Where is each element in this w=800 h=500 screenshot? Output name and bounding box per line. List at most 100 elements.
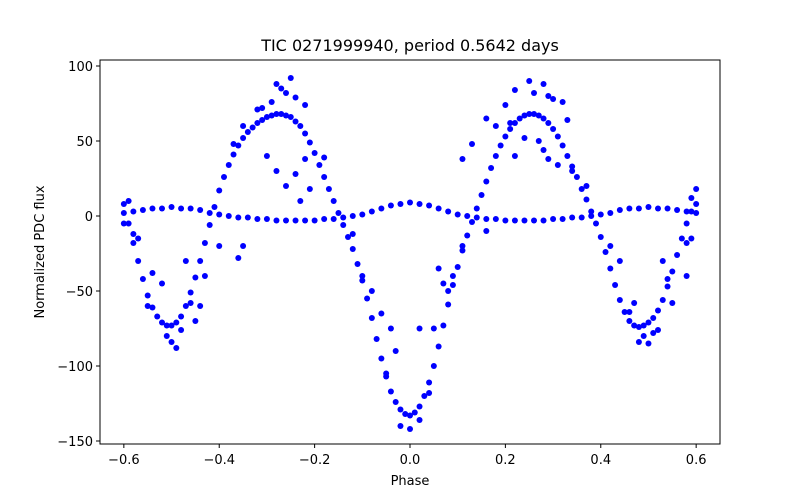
y-tick-label: 100 (68, 60, 93, 75)
data-point (550, 126, 557, 132)
x-tick-label: −0.2 (299, 453, 331, 468)
data-point (492, 123, 499, 129)
data-point (588, 208, 595, 215)
data-point (416, 201, 423, 207)
data-point (540, 115, 547, 122)
data-point (292, 94, 299, 101)
data-point (168, 204, 175, 210)
data-point (540, 147, 547, 153)
data-point (469, 219, 475, 225)
data-point (693, 201, 700, 207)
data-point (359, 273, 366, 279)
data-point (292, 217, 299, 224)
data-point (607, 265, 614, 272)
data-point (569, 168, 576, 174)
data-point (511, 217, 518, 224)
data-point (120, 220, 127, 227)
data-point (168, 322, 175, 329)
data-point (440, 280, 447, 287)
data-point (650, 315, 657, 321)
data-point (445, 301, 452, 308)
y-tick-label: −150 (57, 435, 93, 450)
data-point (392, 399, 399, 405)
data-point (273, 168, 280, 174)
data-point (645, 204, 652, 210)
data-point (235, 142, 242, 149)
x-axis-label: Phase (391, 474, 430, 489)
x-tick-label: 0.6 (686, 453, 707, 468)
data-point (154, 313, 161, 320)
data-point (521, 217, 528, 224)
data-point (521, 135, 528, 141)
data-point (688, 195, 695, 201)
data-point (683, 208, 690, 215)
data-point (192, 274, 199, 281)
data-point (550, 216, 557, 222)
data-point (206, 222, 213, 228)
data-point (407, 412, 413, 419)
data-point (449, 273, 456, 279)
data-point (330, 216, 337, 222)
data-point (445, 288, 452, 294)
scatter-points (120, 75, 700, 432)
data-point (221, 174, 227, 180)
data-point (302, 130, 309, 137)
data-point (454, 264, 461, 270)
data-point (306, 139, 313, 146)
data-point (545, 93, 552, 99)
data-point (254, 106, 261, 113)
data-point (631, 300, 638, 306)
data-point (254, 120, 261, 126)
data-point (249, 124, 256, 131)
data-point (454, 211, 461, 218)
data-point (464, 213, 471, 219)
data-point (297, 123, 304, 129)
data-point (635, 324, 642, 330)
data-point (440, 322, 447, 329)
data-point (368, 315, 375, 321)
data-point (683, 220, 690, 227)
data-point (130, 208, 137, 215)
data-point (197, 207, 204, 213)
data-point (378, 205, 385, 212)
data-point (387, 325, 394, 332)
data-point (626, 318, 633, 324)
data-point (616, 258, 623, 264)
data-point (349, 213, 356, 219)
y-tick-label: −50 (66, 285, 93, 300)
data-point (383, 370, 390, 377)
data-point (564, 117, 571, 123)
data-point (688, 235, 695, 242)
data-point (197, 258, 204, 264)
data-point (531, 111, 537, 117)
data-point (159, 205, 165, 212)
data-point (163, 322, 170, 329)
data-point (526, 111, 533, 117)
data-point (602, 249, 609, 255)
data-point (159, 280, 165, 287)
data-point (526, 78, 533, 84)
y-tick-label: −100 (57, 360, 93, 375)
data-point (631, 322, 638, 329)
data-point (359, 211, 366, 218)
data-point (430, 363, 437, 369)
data-point (564, 153, 571, 159)
data-point (283, 90, 289, 96)
data-point (354, 261, 361, 267)
data-point (502, 133, 509, 140)
data-point (273, 81, 280, 87)
data-point (535, 112, 542, 119)
data-point (387, 202, 394, 209)
data-point (368, 208, 375, 215)
data-point (573, 174, 580, 180)
data-point (421, 393, 428, 399)
data-point (197, 303, 204, 309)
data-point (559, 142, 566, 149)
data-point (426, 202, 433, 209)
data-point (402, 411, 409, 417)
data-point (569, 214, 576, 221)
data-point (125, 220, 132, 227)
data-point (674, 207, 681, 213)
data-point (478, 192, 485, 198)
